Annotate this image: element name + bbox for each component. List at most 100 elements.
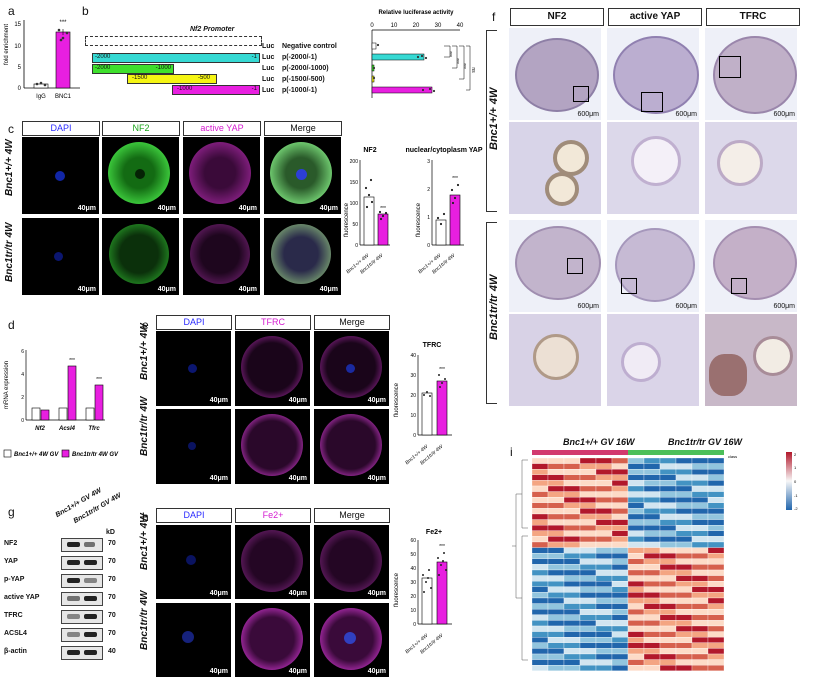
g-kd: kD	[106, 529, 115, 536]
heatmap-cell	[659, 586, 677, 593]
heatmap-cell	[579, 474, 597, 481]
heatmap-cell	[659, 485, 677, 492]
heatmap-cell	[691, 653, 709, 660]
heatmap-cell	[675, 609, 693, 615]
svg-text:50: 50	[410, 552, 416, 558]
heatmap-cell	[659, 530, 677, 537]
heatmap-cell	[659, 659, 677, 666]
heatmap-cell	[707, 637, 725, 643]
e-dapi-wt: 40μm	[156, 331, 231, 406]
heatmap-cell	[531, 513, 549, 520]
heatmap-cell	[691, 519, 709, 526]
heatmap-cell	[595, 614, 613, 621]
heatmap-cell	[563, 469, 581, 475]
heatmap-cell	[691, 631, 709, 638]
heatmap-cell	[595, 609, 613, 615]
heatmap-cell	[643, 547, 661, 554]
heatmap-cell	[659, 541, 677, 548]
svg-text:-2: -2	[794, 506, 798, 511]
heatmap-cell	[627, 547, 645, 554]
heatmap-cell	[675, 485, 693, 492]
heatmap-cell	[675, 474, 693, 481]
heatmap-cell	[579, 625, 597, 632]
heatmap-cell	[627, 614, 645, 621]
heatmap-cell	[643, 553, 661, 559]
heatmap-cell	[563, 597, 581, 604]
panel-f-letter: f	[492, 10, 496, 24]
heatmap-cell	[563, 586, 581, 593]
heatmap-cell	[547, 609, 565, 615]
f-yap-wt-overview: 600μm	[607, 28, 699, 120]
heatmap-cell	[579, 637, 597, 643]
heatmap-cell	[643, 597, 661, 604]
panel-e-letter: e	[142, 318, 149, 332]
heatmap-cell	[707, 485, 725, 492]
heatmap-cell	[659, 603, 677, 610]
heatmap-cell	[611, 457, 629, 464]
heatmap-cell	[627, 463, 645, 470]
heatmap-cell	[643, 637, 661, 643]
construct-bar-4: -1000 -1	[172, 85, 260, 95]
heatmap-cell	[707, 653, 725, 660]
heatmap-cell	[627, 485, 645, 492]
heatmap-cell	[595, 508, 613, 515]
heatmap-cell	[531, 485, 549, 492]
heatmap-cell	[707, 586, 725, 593]
heatmap-cell	[611, 648, 629, 655]
heatmap-cell	[531, 597, 549, 604]
heatmap-cell	[675, 564, 693, 571]
h-row-label-mut: Bnc1tr/tr 4W	[139, 590, 150, 650]
heatmap-cell	[611, 491, 629, 498]
panel-i-letter: i	[510, 445, 513, 459]
heatmap-cell	[643, 525, 661, 531]
heatmap-cell	[643, 485, 661, 492]
e-tfrc-wt: 40μm	[235, 331, 310, 406]
heatmap-cell	[579, 469, 597, 475]
heatmap-cell	[531, 631, 549, 638]
heatmap-cell	[595, 513, 613, 520]
heatmap-cell	[691, 513, 709, 520]
svg-text:2: 2	[21, 395, 24, 401]
heatmap-cell	[643, 513, 661, 520]
heatmap-cell	[563, 491, 581, 498]
svg-text:20: 20	[410, 393, 416, 399]
heatmap-cell	[675, 603, 693, 610]
heatmap-cell	[659, 665, 677, 671]
svg-text:***: ***	[380, 206, 386, 212]
heatmap-cell	[659, 463, 677, 470]
heatmap-cell	[531, 474, 549, 481]
heatmap-cell	[707, 597, 725, 604]
heatmap-cell	[643, 642, 661, 649]
heatmap-cell	[611, 569, 629, 576]
chip-bar-bnc1	[55, 31, 71, 89]
heatmap-cell	[643, 653, 661, 660]
heatmap-cell	[659, 620, 677, 627]
e-row-label-mut: Bnc1tr/tr 4W	[139, 396, 150, 456]
heatmap-cell	[611, 564, 629, 571]
heatmap-cell	[691, 586, 709, 593]
heatmap-cell	[563, 603, 581, 610]
heatmap-cell	[579, 485, 597, 492]
heatmap-cell	[547, 463, 565, 470]
svg-text:40: 40	[410, 566, 416, 572]
heatmap-cell	[547, 536, 565, 543]
heatmap-cell	[643, 569, 661, 576]
heatmap-cell	[691, 581, 709, 587]
heatmap-cell	[595, 530, 613, 537]
heatmap-cell	[547, 620, 565, 627]
svg-text:fluorescence: fluorescence	[344, 202, 350, 237]
heatmap-cell	[547, 553, 565, 559]
heatmap-cell	[659, 457, 677, 464]
heatmap-cell	[595, 603, 613, 610]
heatmap-cell	[707, 665, 725, 671]
construct-labels: Luc Negative control Luc p(-2000/-1) Luc…	[262, 43, 337, 94]
h-fe-mut: 40μm	[235, 603, 310, 677]
heatmap-cell	[563, 513, 581, 520]
heatmap-cell	[531, 637, 549, 643]
heatmap-cell	[595, 547, 613, 554]
heatmap-cell	[611, 603, 629, 610]
heatmap-cell	[531, 457, 549, 464]
heatmap-cell	[547, 586, 565, 593]
panel-c-letter: c	[8, 122, 14, 136]
svg-text:30: 30	[410, 580, 416, 586]
